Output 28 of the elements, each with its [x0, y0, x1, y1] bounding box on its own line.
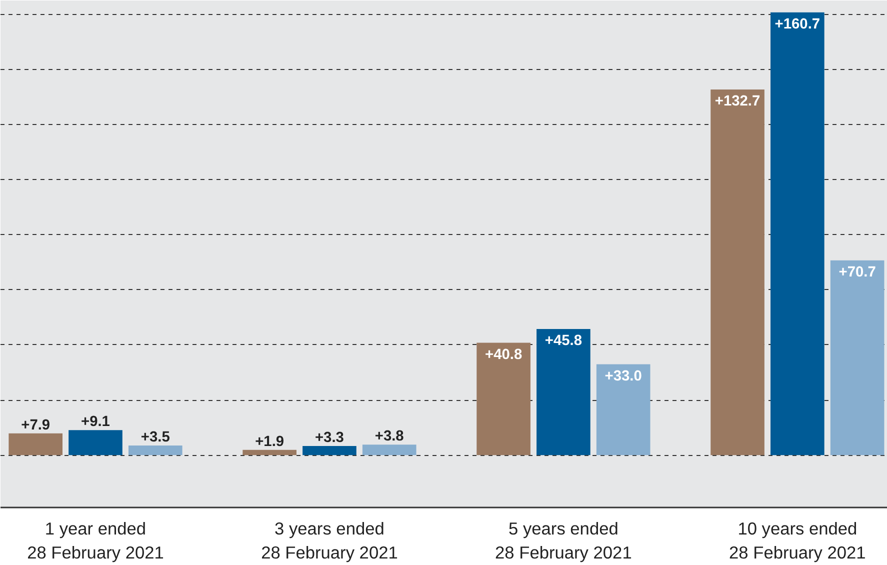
data-label: +40.8 — [485, 346, 522, 363]
bar — [596, 364, 650, 456]
bar — [68, 430, 122, 456]
bar — [302, 446, 356, 456]
data-label: +9.1 — [81, 414, 110, 430]
data-label: +3.5 — [140, 429, 170, 446]
data-label: +1.9 — [255, 434, 284, 450]
data-label: +132.7 — [714, 94, 760, 110]
data-label: +33.0 — [604, 368, 642, 384]
bar — [770, 12, 824, 456]
data-label: +7.9 — [21, 417, 50, 434]
x-tick-label: 3 years ended 28 February 2021 — [261, 518, 398, 562]
bar — [128, 446, 182, 456]
bar — [8, 433, 63, 456]
data-label: +160.7 — [774, 16, 820, 32]
data-label: +45.8 — [544, 333, 582, 350]
x-tick-label: 5 years ended 28 February 2021 — [495, 518, 632, 562]
bar — [476, 342, 530, 456]
bar — [242, 450, 296, 456]
data-label: +70.7 — [838, 264, 876, 280]
bar — [830, 260, 884, 456]
bar — [710, 90, 764, 456]
data-label: +3.8 — [374, 428, 404, 445]
bar — [362, 444, 416, 456]
x-tick-label: 1 year ended 28 February 2021 — [27, 518, 164, 562]
data-label: +3.3 — [315, 430, 344, 446]
bar — [536, 328, 590, 456]
x-tick-label: 10 years ended 28 February 2021 — [729, 518, 866, 562]
